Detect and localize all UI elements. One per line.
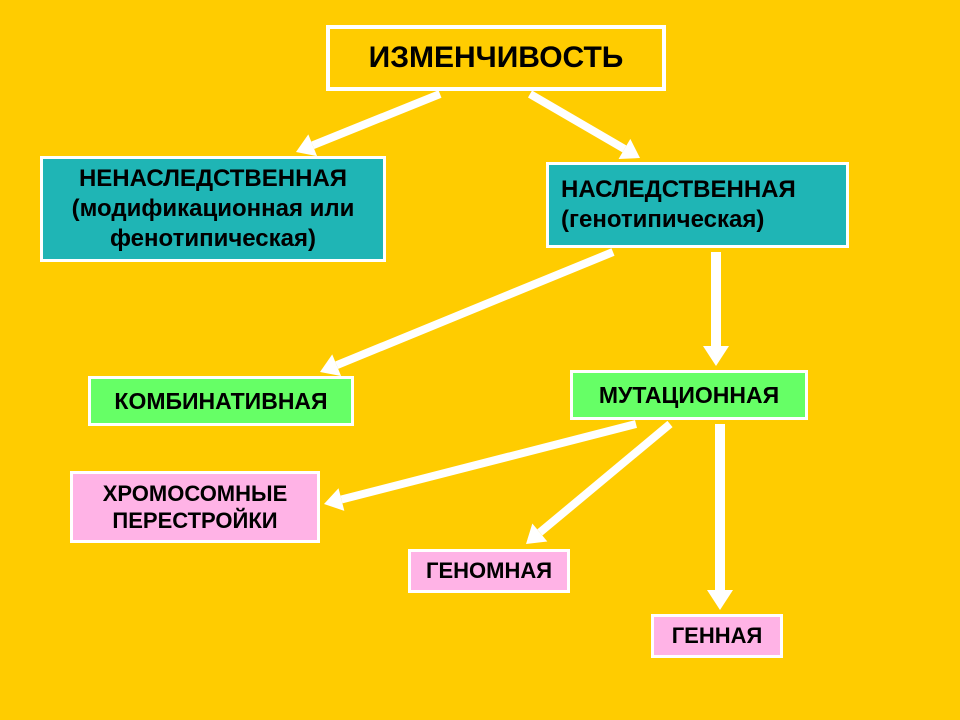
node-root-label: ИЗМЕНЧИВОСТЬ (369, 39, 624, 77)
node-non-hereditary-label: НЕНАСЛЕДСТВЕННАЯ (модификационная или фе… (43, 164, 383, 254)
node-gene-label: ГЕННАЯ (672, 622, 763, 650)
node-gene: ГЕННАЯ (651, 614, 783, 658)
node-non-hereditary: НЕНАСЛЕДСТВЕННАЯ (модификационная или фе… (40, 156, 386, 262)
node-mutational-label: МУТАЦИОННАЯ (599, 381, 779, 410)
node-genomic: ГЕНОМНАЯ (408, 549, 570, 593)
node-combinative-label: КОМБИНАТИВНАЯ (114, 387, 327, 416)
node-genomic-label: ГЕНОМНАЯ (426, 557, 552, 585)
diagram-canvas: ИЗМЕНЧИВОСТЬ НЕНАСЛЕДСТВЕННАЯ (модификац… (0, 0, 960, 720)
node-chromosomal-label: ХРОМОСОМНЫЕ ПЕРЕСТРОЙКИ (73, 480, 317, 535)
node-hereditary: НАСЛЕДСТВЕННАЯ (генотипическая) (546, 162, 849, 248)
node-chromosomal: ХРОМОСОМНЫЕ ПЕРЕСТРОЙКИ (70, 471, 320, 543)
node-hereditary-label: НАСЛЕДСТВЕННАЯ (генотипическая) (561, 175, 834, 235)
node-root: ИЗМЕНЧИВОСТЬ (326, 25, 666, 91)
node-mutational: МУТАЦИОННАЯ (570, 370, 808, 420)
node-combinative: КОМБИНАТИВНАЯ (88, 376, 354, 426)
edges-layer (0, 0, 960, 720)
